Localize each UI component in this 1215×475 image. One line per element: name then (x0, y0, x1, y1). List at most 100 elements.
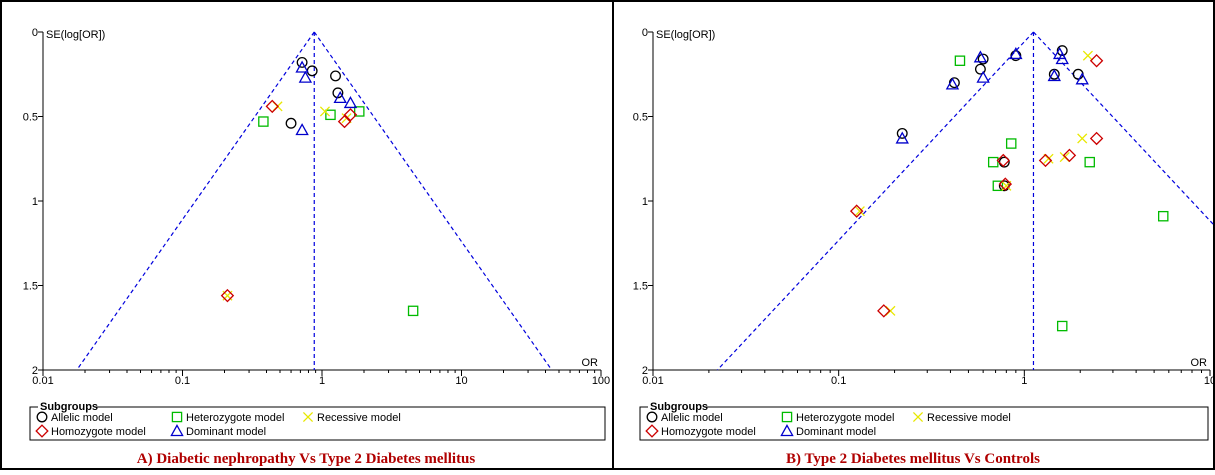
panel-b-homozygote-point (996, 153, 1010, 168)
panel-b-y-tick-label: 1.5 (633, 281, 648, 293)
panel-b-recessive-point (1077, 133, 1088, 144)
panel-a-funnel-right-line (313, 31, 553, 371)
panel-b-legend-box (639, 406, 1209, 441)
panel-a-legend-marker-dominant (170, 424, 184, 437)
panel-b-legend-title-bg (648, 400, 706, 412)
panel-b-recessive-point (854, 206, 865, 217)
panel-a-legend-marker-homozygote (35, 424, 49, 438)
panel-a-allelic-point (330, 70, 341, 82)
panel-a-x-tick-label: 10 (455, 375, 467, 387)
panel-a-homozygote-point (343, 108, 358, 122)
panel-b-x-tick-label: 0.1 (831, 375, 846, 387)
panel-b-funnel-left-line (716, 31, 1034, 371)
panel-b-x-axis-label: OR (1191, 357, 1208, 369)
panel-a-legend-label-recessive: Recessive model (317, 412, 401, 424)
panel-a-y-tick-label: 1 (32, 196, 38, 208)
panel-b-y-axis-label: SE(log[OR]) (656, 29, 715, 41)
panel-a-legend-marker-allelic (36, 411, 48, 423)
panel-b-homozygote-point (1089, 131, 1104, 146)
panel-a-dominant-point (333, 90, 347, 104)
panel-b-dominant-point (1009, 47, 1023, 60)
panel-a-dominant-point (295, 60, 309, 73)
panel-a-heterozygote-point (258, 116, 269, 127)
panel-a-heterozygote-point (325, 109, 336, 121)
panel-a-legend-marker-recessive (302, 411, 314, 423)
panel-b-dominant-point (1047, 69, 1061, 82)
panel-b-dominant-point (945, 77, 960, 90)
panel-b-legend-label-homozygote: Homozygote model (661, 426, 756, 438)
panel-a-recessive-point (319, 106, 331, 117)
panel-a-x-axis-label: OR (582, 357, 599, 369)
panel-a-legend-label-homozygote: Homozygote model (51, 426, 146, 438)
panel-a-y-tick-label: 0 (32, 27, 38, 39)
panel-b-homozygote-point (1062, 148, 1077, 163)
panel-b-dominant-point (973, 50, 988, 63)
panel-b-legend-marker-recessive (912, 411, 924, 423)
panel-b-dominant-point (895, 131, 909, 144)
panel-a-dominant-point (298, 70, 313, 83)
panel-b-caption: B) Type 2 Diabetes mellitus Vs Controls (786, 451, 1040, 467)
panel-b-allelic-point (974, 63, 986, 75)
panel-b-heterozygote-point (1056, 320, 1068, 332)
panel-b-heterozygote-point (1005, 138, 1017, 149)
panel-a-legend-label-allelic: Allelic model (51, 412, 113, 424)
panel-b-legend-marker-dominant (780, 424, 794, 437)
panel-a-homozygote-point (337, 114, 352, 129)
panel-b-homozygote-point (849, 204, 864, 218)
panel-a-dominant-point (295, 123, 309, 136)
panel-a-y-tick-label: 1.5 (23, 281, 38, 293)
panel-b-allelic-point (977, 53, 989, 65)
panel-b-legend-marker-heterozygote (781, 411, 793, 423)
panel-a-legend-label-heterozygote: Heterozygote model (186, 412, 284, 424)
panel-b-allelic-point (1056, 45, 1068, 57)
panel-b-funnel-right-line (1033, 31, 1215, 227)
panel-b-dominant-point (1075, 72, 1089, 85)
panel-a-y-tick-label: 2 (32, 365, 38, 377)
panel-b-dominant-point (1055, 52, 1069, 65)
panel-b-y-tick-label: 2 (642, 365, 648, 377)
panel-a: 0 0.5 1 1.5 20.01 0.1 1 10 100 SE(log[OR]) OR Subgr… (23, 27, 610, 441)
panel-b-homozygote-point (1038, 153, 1053, 168)
panel-a-y-axis-label: SE(log[OR]) (46, 29, 105, 41)
panel-b-legend-label-allelic: Allelic model (661, 412, 723, 424)
panel-b-heterozygote-point (992, 180, 1004, 192)
panel-a-funnel-left-line (76, 31, 315, 371)
panel-b-legend-label-recessive: Recessive model (927, 412, 1011, 424)
panel-a-x-tick-label: 100 (592, 375, 610, 387)
panel-a-legend-box (29, 406, 606, 441)
panel-b-dominant-point (976, 70, 990, 83)
panel-b-allelic-point (1010, 50, 1022, 62)
panel-a-legend-label-dominant: Dominant model (186, 426, 266, 438)
panel-b-legend-label-dominant: Dominant model (796, 426, 876, 438)
panel-b-y-tick-label: 1 (642, 196, 648, 208)
panel-b-heterozygote-point (1084, 156, 1095, 168)
panel-b: 0 0.5 1 1.5 20.01 0.1 1 10 SE(log[OR]) OR Subgroup… (633, 27, 1215, 441)
panel-a-legend-title-bg (38, 400, 96, 412)
panel-b-legend-marker-allelic (646, 411, 658, 423)
panel-a-heterozygote-point (354, 106, 365, 117)
panel-b-y-tick-label: 0.5 (633, 112, 648, 124)
panel-b-heterozygote-point (1157, 210, 1169, 222)
panel-a-homozygote-point (265, 99, 279, 114)
panel-a-y-tick-label: 0.5 (23, 112, 38, 124)
panel-a-heterozygote-point (407, 305, 419, 317)
panel-a-dominant-point (343, 96, 358, 109)
panel-a-legend-title: Subgroups (40, 401, 98, 413)
panel-b-legend-label-heterozygote: Heterozygote model (796, 412, 894, 424)
panel-b-recessive-point (1082, 50, 1093, 61)
panel-a-allelic-point (285, 117, 297, 129)
panel-b-homozygote-point (998, 177, 1013, 191)
panel-b-heterozygote-point (987, 156, 999, 168)
panel-a-x-tick-label: 1 (319, 375, 325, 387)
panel-b-x-tick-label: 1 (1021, 375, 1027, 387)
panel-b-legend-title: Subgroups (650, 401, 708, 413)
panel-b-homozygote-point (877, 304, 891, 318)
panel-a-allelic-point (296, 56, 308, 68)
panel-a-homozygote-point (220, 288, 235, 303)
panel-b-x-tick-label: 0.01 (642, 375, 663, 387)
panel-b-heterozygote-point (954, 55, 966, 66)
panel-a-legend-marker-heterozygote (171, 411, 183, 423)
